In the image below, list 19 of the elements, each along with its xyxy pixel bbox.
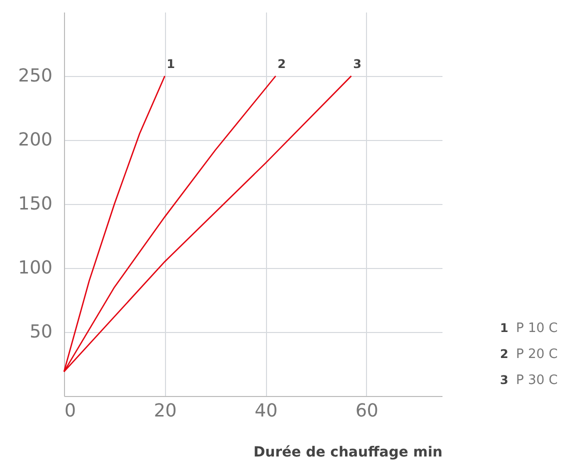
x-tick-label: 0 bbox=[64, 400, 76, 422]
x-tick-label: 20 bbox=[154, 400, 177, 422]
annotation: 1 bbox=[166, 57, 175, 71]
y-tick-label: 100 bbox=[18, 258, 52, 278]
text: P 10 C bbox=[516, 321, 558, 336]
y-tick-label: 200 bbox=[18, 130, 52, 150]
annotation: 3 bbox=[353, 57, 362, 71]
text: 3 bbox=[500, 373, 508, 387]
text: 2 bbox=[500, 347, 508, 361]
x-axis-title: Durée de chauffage min bbox=[254, 444, 442, 460]
x-tick-label: 60 bbox=[355, 400, 378, 422]
y-tick-label: 150 bbox=[18, 194, 52, 214]
text: P 30 C bbox=[516, 373, 558, 388]
y-tick-label: 250 bbox=[18, 66, 52, 86]
text: 1 bbox=[500, 321, 508, 335]
text: P 20 C bbox=[516, 347, 558, 362]
y-tick-label: 50 bbox=[30, 322, 52, 342]
annotation: 2 bbox=[278, 57, 286, 71]
x-tick-label: 40 bbox=[254, 400, 278, 422]
